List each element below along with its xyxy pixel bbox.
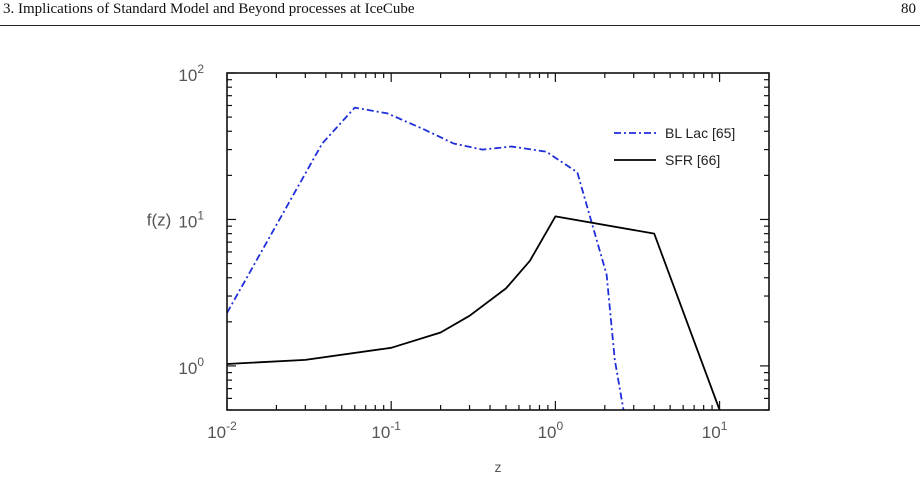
x-tick-label: 100 (538, 419, 564, 442)
y-axis-label: f(z) (147, 210, 172, 229)
section-title: 3. Implications of Standard Model and Be… (3, 1, 415, 17)
page-header: 3. Implications of Standard Model and Be… (0, 0, 920, 38)
series-line-sfr (227, 215, 721, 410)
series-layer (227, 106, 721, 410)
x-tick-label: 101 (702, 419, 728, 442)
legend-label: BL Lac [65] (665, 125, 735, 141)
tick-layer: 10-2 10-1 100 101 100 101 102 (178, 62, 770, 442)
y-tick-label: 100 (178, 355, 204, 378)
page-number: 80 (901, 1, 916, 17)
legend: BL Lac [65] SFR [66] (614, 125, 735, 168)
series-line-bl-lac (227, 106, 625, 410)
x-axis-label: z (495, 459, 502, 475)
header-rule (0, 25, 920, 26)
plot-frame (226, 72, 770, 411)
legend-label: SFR [66] (665, 152, 720, 168)
x-tick-label: 10-1 (371, 419, 401, 442)
y-tick-label: 102 (178, 62, 204, 85)
x-tick-label: 10-2 (207, 419, 237, 442)
y-tick-label: 101 (178, 208, 204, 231)
